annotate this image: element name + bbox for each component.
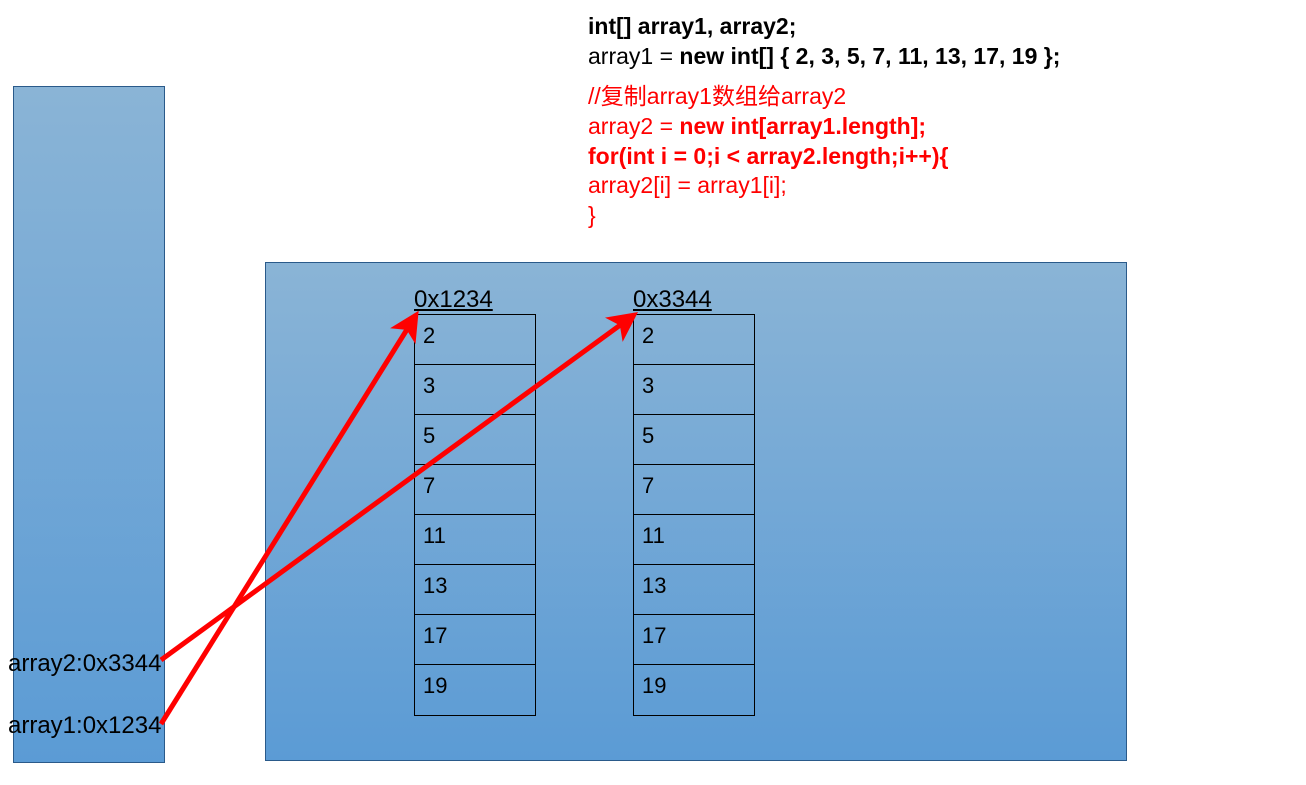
array-cell: 13: [634, 565, 754, 615]
code-line-3: //复制array1数组给array2: [588, 82, 1060, 112]
addr-label-array1: 0x1234: [414, 286, 493, 314]
array-cell: 11: [634, 515, 754, 565]
array-cell: 17: [634, 615, 754, 665]
array-cell: 2: [634, 315, 754, 365]
code-line-7: }: [588, 201, 1060, 231]
array-cell: 13: [415, 565, 535, 615]
code-line-2-bold: new int[] { 2, 3, 5, 7, 11, 13, 17, 19 }…: [679, 43, 1060, 69]
addr-label-array2: 0x3344: [633, 286, 712, 314]
array-cell: 11: [415, 515, 535, 565]
array-cell: 3: [634, 365, 754, 415]
code-block: int[] array1, array2; array1 = new int[]…: [588, 12, 1060, 231]
array-cell: 5: [415, 415, 535, 465]
array-cell: 2: [415, 315, 535, 365]
code-blank: [588, 72, 1060, 82]
var-array1-label: array1:0x1234: [8, 712, 161, 740]
code-line-4-prefix: array2 =: [588, 113, 679, 139]
array-cell: 19: [415, 665, 535, 715]
array-cell: 5: [634, 415, 754, 465]
code-line-4-bold: new int[array1.length];: [679, 113, 926, 139]
code-line-2-prefix: array1 =: [588, 43, 679, 69]
code-line-6: array2[i] = array1[i];: [588, 171, 1060, 201]
array-cell: 17: [415, 615, 535, 665]
var-array2-label: array2:0x3344: [8, 650, 161, 678]
code-line-1: int[] array1, array2;: [588, 12, 1060, 42]
array-cell: 7: [415, 465, 535, 515]
code-line-5: for(int i = 0;i < array2.length;i++){: [588, 142, 1060, 172]
array-cell: 3: [415, 365, 535, 415]
code-line-2: array1 = new int[] { 2, 3, 5, 7, 11, 13,…: [588, 42, 1060, 72]
code-line-4: array2 = new int[array1.length];: [588, 112, 1060, 142]
array1-table: 235711131719: [414, 314, 536, 716]
array-cell: 19: [634, 665, 754, 715]
array2-table: 235711131719: [633, 314, 755, 716]
array-cell: 7: [634, 465, 754, 515]
